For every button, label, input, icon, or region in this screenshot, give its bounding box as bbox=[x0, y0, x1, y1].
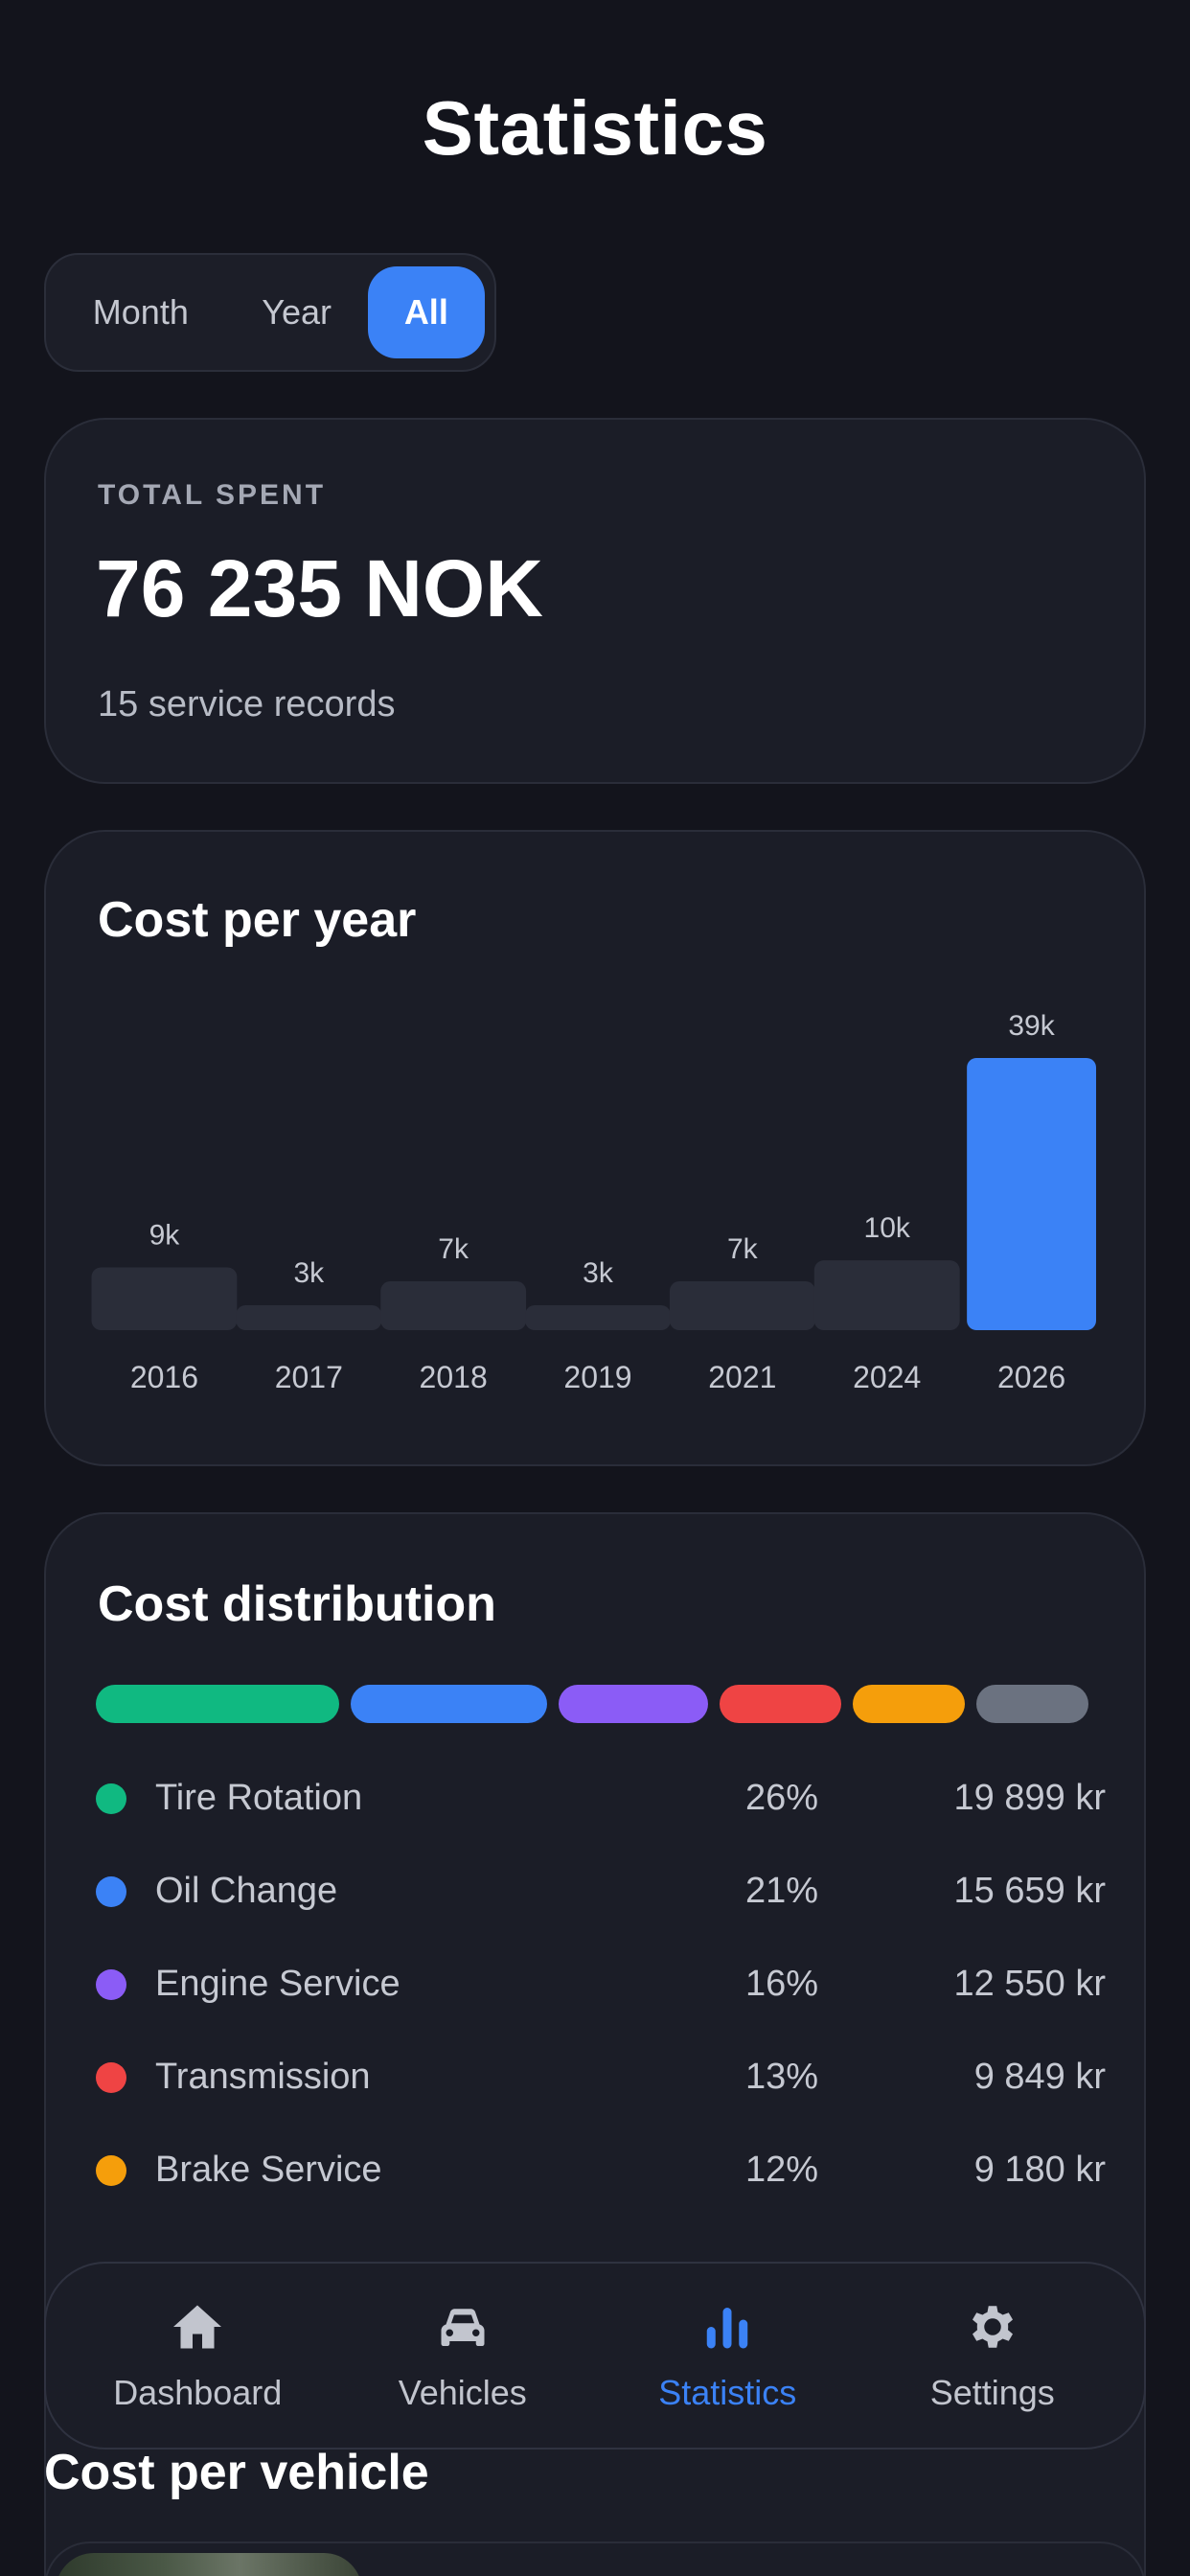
total-spent-value: 76 235 NOK bbox=[96, 543, 543, 633]
year-tick-label: 2026 bbox=[997, 1360, 1065, 1394]
category-percent: 21% bbox=[744, 1871, 818, 1911]
tab-statistics[interactable]: Statistics bbox=[603, 2298, 852, 2413]
year-tick-label: 2017 bbox=[275, 1360, 343, 1394]
cost-distribution-bar bbox=[96, 1685, 1088, 1723]
year-tick-label: 2016 bbox=[130, 1360, 198, 1394]
cost-distribution-list: Tire Rotation 26% 19 899 kr Oil Change 2… bbox=[96, 1752, 1106, 2217]
category-color-dot bbox=[96, 1968, 126, 2000]
bar-value-label: 7k bbox=[727, 1233, 759, 1265]
year-bar bbox=[380, 1281, 527, 1330]
car-icon bbox=[441, 2309, 485, 2346]
distribution-segment bbox=[852, 1685, 965, 1723]
bar-value-label: 3k bbox=[293, 1257, 325, 1289]
bar-value-label: 39k bbox=[1008, 1010, 1055, 1042]
tab-vehicles[interactable]: Vehicles bbox=[338, 2298, 587, 2413]
distribution-segment bbox=[350, 1685, 547, 1723]
cost-per-year-card: Cost per year 9k 2016 3k 2017 7k 2018 3k 2019 7k… bbox=[44, 830, 1146, 1466]
distribution-segment bbox=[96, 1685, 339, 1723]
period-year-button[interactable]: Year bbox=[262, 292, 332, 332]
year-tick-label: 2019 bbox=[563, 1360, 631, 1394]
category-amount: 9 180 kr bbox=[973, 2150, 1106, 2190]
gear-icon bbox=[972, 2306, 1013, 2348]
year-bar bbox=[669, 1281, 815, 1330]
category-percent: 12% bbox=[744, 2150, 818, 2190]
cost-per-year-title: Cost per year bbox=[98, 892, 417, 948]
tab-label: Settings bbox=[929, 2373, 1055, 2412]
year-bar bbox=[967, 1058, 1096, 1330]
period-all-button[interactable]: All bbox=[367, 266, 485, 358]
distribution-segment bbox=[719, 1685, 841, 1723]
year-tick-label: 2018 bbox=[420, 1360, 488, 1394]
list-item: Oil Change 21% 15 659 kr bbox=[96, 1845, 1106, 1938]
tab-label: Dashboard bbox=[113, 2373, 283, 2412]
category-name: Brake Service bbox=[155, 2150, 382, 2190]
year-bar bbox=[236, 1305, 382, 1330]
category-color-dot bbox=[96, 2154, 126, 2186]
category-name: Engine Service bbox=[155, 1964, 400, 2004]
distribution-segment-other bbox=[975, 1685, 1088, 1723]
list-item: Transmission 13% 9 849 kr bbox=[96, 2031, 1106, 2124]
vehicle-photo bbox=[56, 2553, 362, 2576]
list-item: Engine Service 16% 12 550 kr bbox=[96, 1938, 1106, 2031]
category-color-dot bbox=[96, 1875, 126, 1907]
service-records-count: 15 service records bbox=[98, 684, 396, 724]
tab-bar: Dashboard Vehicles Statistics Settings bbox=[44, 2262, 1146, 2450]
distribution-segment bbox=[558, 1685, 708, 1723]
category-color-dot bbox=[96, 2061, 126, 2093]
category-amount: 15 659 kr bbox=[953, 1871, 1106, 1911]
category-name: Transmission bbox=[155, 2057, 371, 2097]
tab-label: Vehicles bbox=[398, 2373, 527, 2412]
vehicle-card[interactable] bbox=[44, 2542, 1146, 2576]
tab-label: Statistics bbox=[658, 2373, 797, 2412]
category-amount: 19 899 kr bbox=[953, 1778, 1106, 1818]
category-color-dot bbox=[96, 1782, 126, 1814]
year-bar bbox=[525, 1305, 671, 1330]
tab-settings[interactable]: Settings bbox=[868, 2298, 1117, 2413]
category-name: Oil Change bbox=[155, 1871, 338, 1911]
year-bar bbox=[91, 1267, 238, 1330]
period-selector: Month Year All bbox=[44, 253, 496, 372]
category-amount: 9 849 kr bbox=[973, 2057, 1106, 2097]
bar-value-label: 9k bbox=[149, 1219, 181, 1251]
cost-per-vehicle-title: Cost per vehicle bbox=[44, 2445, 429, 2500]
category-percent: 13% bbox=[744, 2057, 818, 2097]
cost-per-year-chart: 9k 2016 3k 2017 7k 2018 3k 2019 7k 2021 10k 2024 39k… bbox=[91, 1010, 1096, 1394]
bar-chart-icon bbox=[707, 2308, 748, 2349]
total-spent-label: TOTAL SPENT bbox=[98, 479, 327, 511]
year-tick-label: 2024 bbox=[853, 1360, 921, 1394]
home-icon bbox=[173, 2305, 222, 2349]
year-tick-label: 2021 bbox=[708, 1360, 776, 1394]
page-title: Statistics bbox=[422, 85, 768, 171]
cost-distribution-title: Cost distribution bbox=[98, 1576, 496, 1632]
list-item: Tire Rotation 26% 19 899 kr bbox=[96, 1752, 1106, 1845]
category-amount: 12 550 kr bbox=[953, 1964, 1106, 2004]
bar-value-label: 10k bbox=[864, 1212, 911, 1244]
total-spent-card: TOTAL SPENT 76 235 NOK 15 service record… bbox=[44, 418, 1146, 784]
bar-value-label: 7k bbox=[438, 1233, 469, 1265]
year-bar bbox=[813, 1260, 960, 1330]
category-percent: 16% bbox=[744, 1964, 818, 2004]
list-item: Brake Service 12% 9 180 kr bbox=[96, 2124, 1106, 2217]
category-percent: 26% bbox=[744, 1778, 818, 1818]
period-month-button[interactable]: Month bbox=[92, 292, 189, 332]
tab-dashboard[interactable]: Dashboard bbox=[73, 2298, 322, 2413]
category-name: Tire Rotation bbox=[155, 1778, 363, 1818]
bar-value-label: 3k bbox=[583, 1257, 614, 1289]
